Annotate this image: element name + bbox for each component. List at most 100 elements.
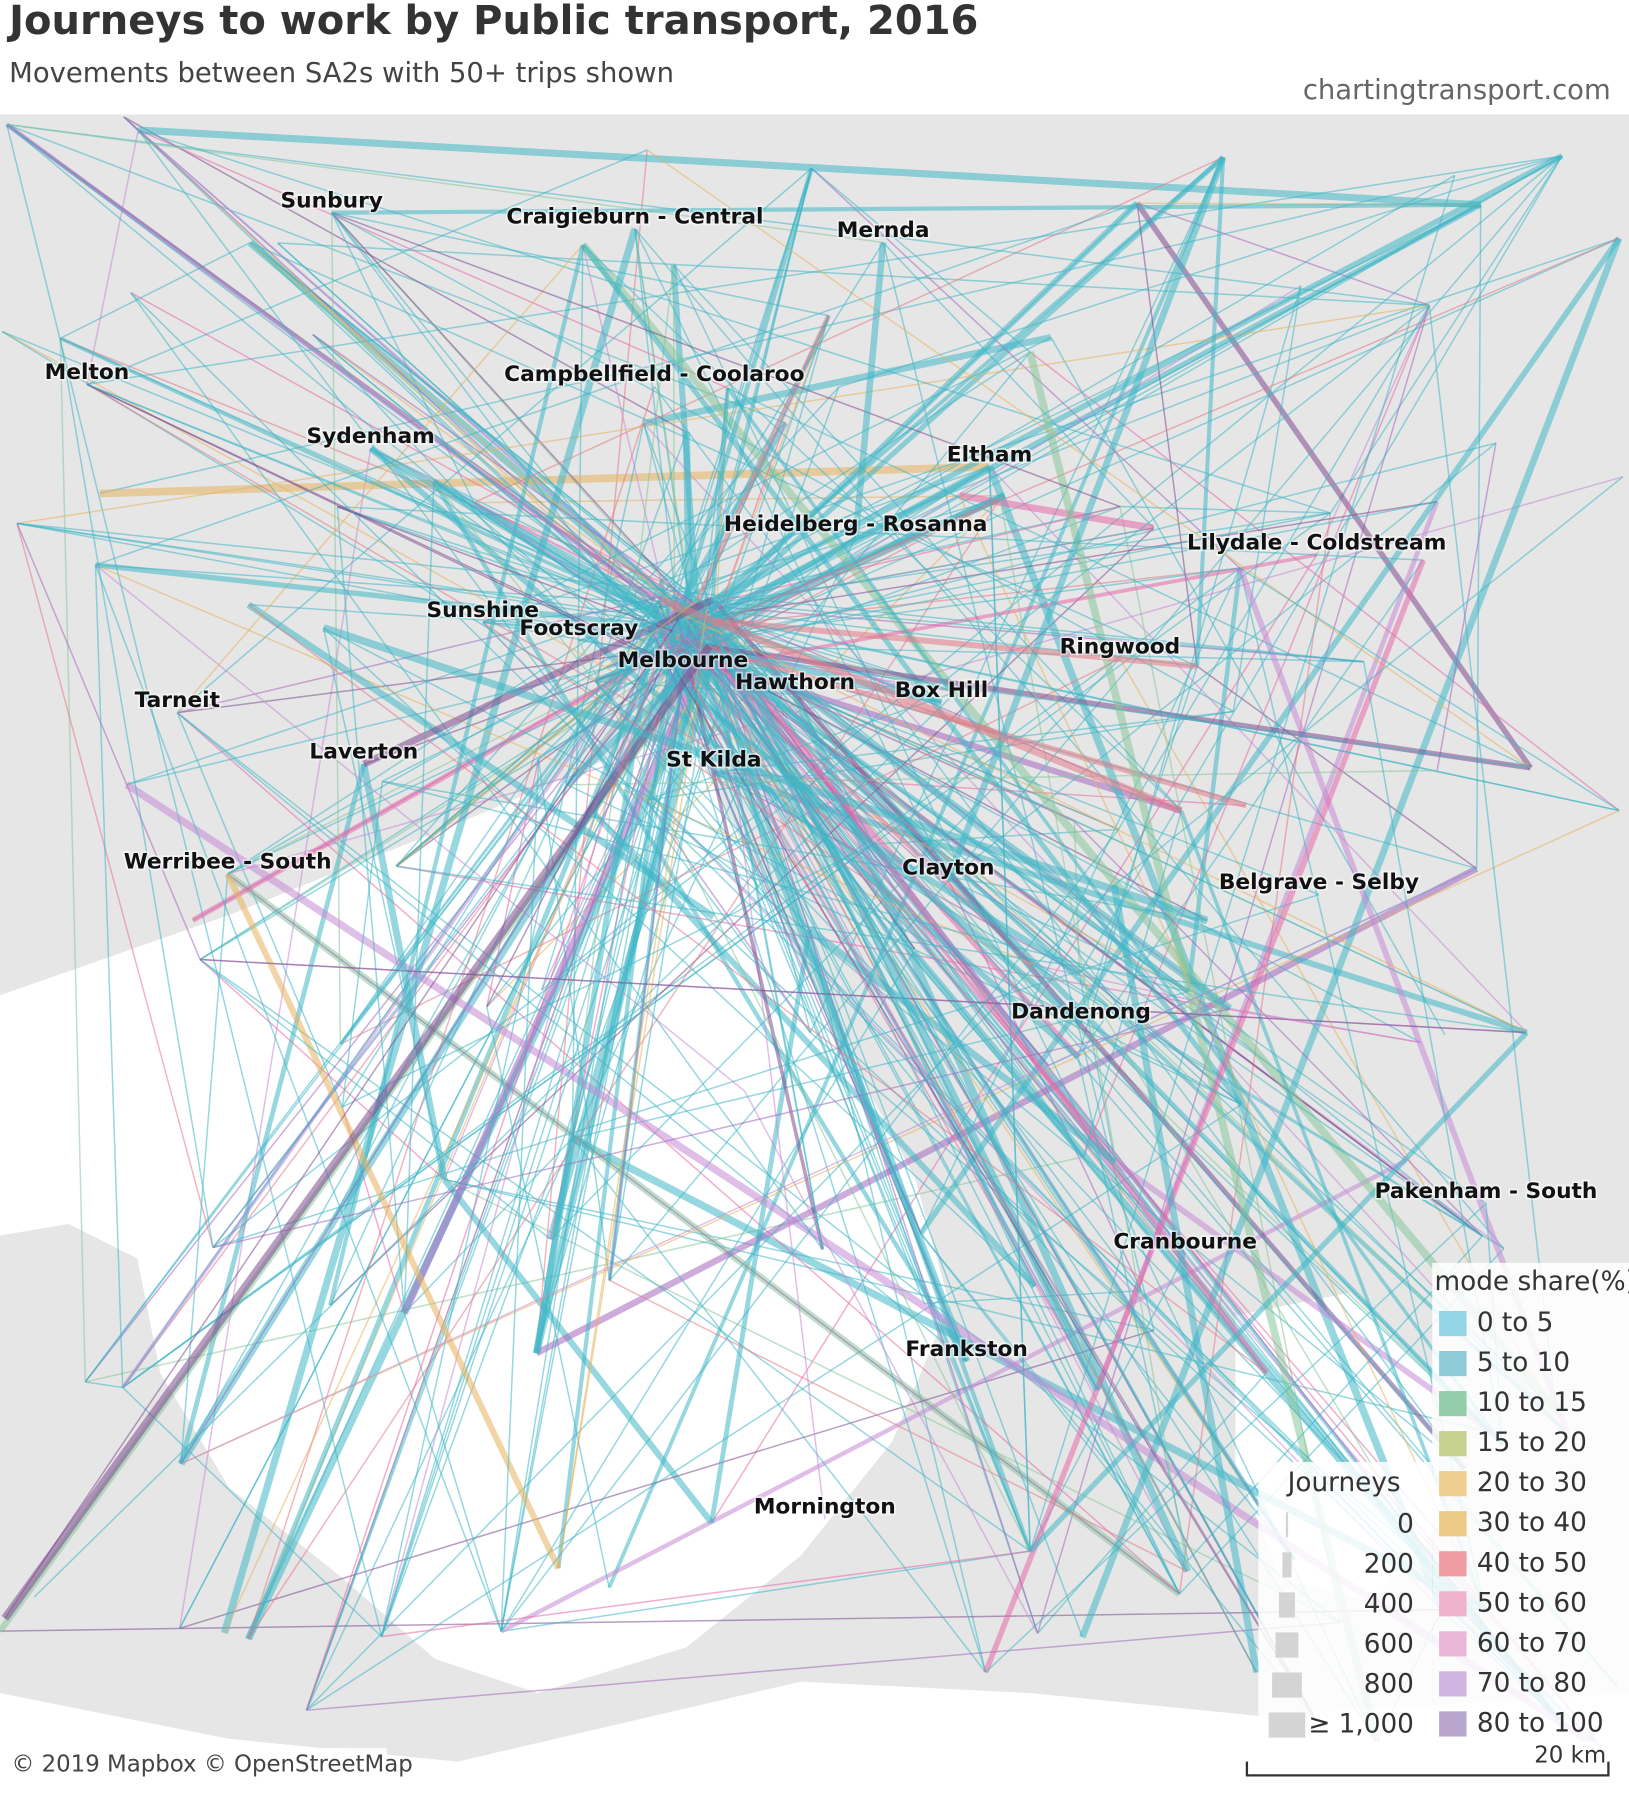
flow-line: [200, 958, 1527, 1034]
flow-line: [983, 559, 1426, 1674]
flow-line: [743, 1090, 1039, 1634]
flow-line: [248, 604, 1267, 1374]
flow-line: [331, 212, 1234, 713]
flow-line: [634, 228, 682, 642]
place-label: Sunbury: [281, 188, 383, 213]
flow-line: [1, 330, 1189, 993]
place-label: Laverton: [309, 740, 418, 765]
place-label: Belgrave - Selby: [1219, 870, 1419, 895]
flow-line: [249, 242, 681, 628]
flow-line: [1136, 203, 1198, 667]
flow-line: [700, 607, 1037, 1288]
flow-line: [726, 386, 1504, 1446]
place-label: Campbellfield - Coolaroo: [504, 362, 804, 387]
size-label: 600: [1364, 1629, 1414, 1659]
flow-line: [227, 351, 1031, 875]
flow-line: [94, 564, 124, 1388]
place-label: Mernda: [837, 218, 930, 243]
subtitle: Movements between SA2s with 50+ trips sh…: [9, 58, 674, 89]
flow-line: [711, 656, 1320, 896]
size-swatch: [1285, 1512, 1289, 1538]
flow-line: [86, 149, 648, 386]
flow-line: [123, 116, 662, 630]
flow-line: [0, 1608, 1443, 1632]
legend-label: 70 to 80: [1477, 1668, 1587, 1698]
legend-label: 40 to 50: [1477, 1548, 1587, 1578]
legend-label: 10 to 15: [1477, 1388, 1587, 1418]
flow-line: [138, 126, 1481, 209]
flow-line: [594, 680, 1296, 1561]
place-label: Werribee - South: [124, 850, 332, 875]
legend-swatch: [1439, 1711, 1467, 1737]
flow-line: [305, 596, 679, 1711]
flow-line: [703, 387, 729, 607]
flow-line: [122, 633, 655, 1388]
mode-legend-bg: [1432, 1262, 1629, 1751]
flow-line: [712, 609, 1102, 1392]
flow-line: [689, 464, 991, 632]
flow-line: [500, 828, 1120, 1632]
flow-line: [717, 567, 1240, 638]
size-swatch: [1268, 1712, 1306, 1738]
flow-line: [670, 204, 1482, 646]
flow-line: [176, 244, 584, 714]
legend-label: 80 to 100: [1477, 1708, 1604, 1738]
flow-line: [6, 123, 1430, 307]
attribution: © 2019 Mapbox © OpenStreetMap: [11, 1752, 412, 1778]
flow-line: [84, 624, 685, 1383]
flow-line: [838, 155, 1563, 388]
flow-line: [16, 522, 684, 649]
flow-line: [605, 599, 699, 668]
flow-line: [403, 481, 435, 1314]
flow-line: [227, 476, 1624, 875]
place-label: Box Hill: [895, 678, 989, 703]
flow-line: [95, 564, 1034, 966]
place-label: Ringwood: [1060, 634, 1181, 659]
flow-line: [306, 1103, 1242, 1711]
flow-line: [701, 497, 1001, 655]
flow-line: [1428, 305, 1557, 1411]
flow-line: [94, 564, 502, 1632]
flow-line: [431, 480, 969, 1363]
flow-line: [582, 244, 676, 640]
mode-legend-title: mode share(%): [1435, 1267, 1629, 1297]
flow-line: [794, 694, 874, 845]
legend-swatch: [1439, 1551, 1467, 1577]
flow-line: [306, 1621, 1341, 1711]
flow-line: [634, 228, 1505, 1250]
flow-line: [322, 624, 1209, 925]
flow-line: [566, 784, 1242, 1106]
flow-line: [535, 315, 830, 1354]
flow-line: [212, 598, 712, 1248]
flow-line: [652, 631, 922, 1234]
flow-line: [277, 242, 1430, 307]
flow-line: [137, 129, 1331, 514]
flow-line: [199, 958, 1031, 1552]
place-label: Hawthorn: [735, 670, 855, 695]
flow-line: [305, 884, 1115, 1711]
flow-line: [433, 480, 695, 653]
flow-line: [671, 167, 814, 639]
flow-line: [16, 522, 710, 627]
flow-line: [541, 155, 1563, 991]
size-label: 800: [1364, 1670, 1414, 1700]
flow-line: [370, 447, 1483, 1237]
flow-line: [670, 596, 1364, 663]
flow-line: [537, 759, 611, 1281]
legend-swatch: [1439, 1351, 1467, 1377]
place-label: Dandenong: [1011, 999, 1151, 1024]
flow-line: [808, 929, 922, 1234]
flow-line: [122, 596, 712, 1388]
flow-line: [684, 442, 1497, 651]
flow-line: [95, 202, 1138, 566]
size-swatch: [1278, 1592, 1295, 1618]
ocean: [0, 1681, 1629, 1785]
legend-label: 30 to 40: [1477, 1508, 1587, 1538]
place-label: Cranbourne: [1113, 1229, 1257, 1254]
size-legend-title: Journeys: [1286, 1468, 1401, 1498]
flow-line: [122, 843, 874, 1389]
flow-line: [958, 495, 1487, 1611]
flow-line: [1029, 175, 1456, 1552]
flow-line: [4, 619, 680, 1619]
